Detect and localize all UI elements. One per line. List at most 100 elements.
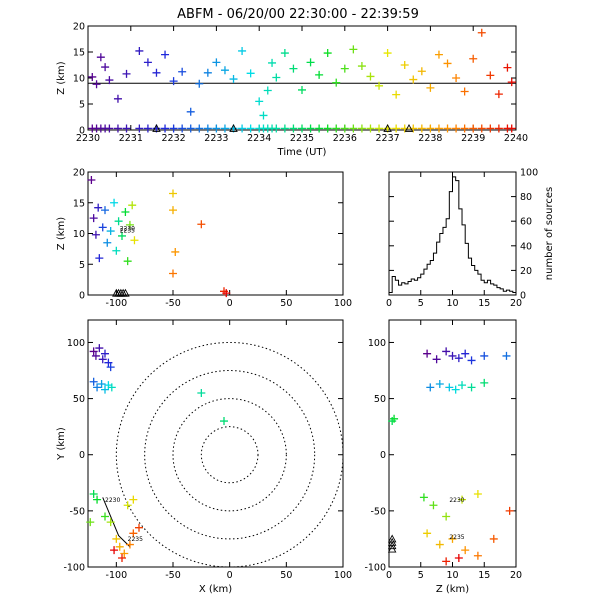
time-ground-point	[366, 124, 375, 133]
time-ground-point	[122, 124, 131, 133]
time-source-point	[477, 28, 486, 37]
xz-x-tick-label: -100	[106, 298, 128, 309]
zy-x-tick-label: 20	[510, 570, 522, 581]
time-source-point	[298, 85, 306, 94]
time-ground-point	[375, 124, 384, 133]
plan-source-point	[129, 529, 138, 538]
time-source-point	[375, 81, 384, 90]
time-ground-point	[212, 124, 221, 133]
time-ground-point	[178, 124, 187, 133]
time-source-point	[96, 53, 105, 62]
zy-station-marker	[387, 541, 397, 550]
time-source-point	[246, 69, 255, 78]
time-x-tick-label: 2238	[418, 133, 442, 144]
time-x-tick-label: 2237	[376, 133, 400, 144]
time-ground-point	[392, 124, 401, 133]
time-source-point	[366, 72, 375, 81]
time-source-point	[169, 77, 178, 86]
xz-source-point	[94, 203, 103, 212]
hist-x-tick-label: 0	[386, 298, 392, 309]
time-source-point	[280, 49, 289, 58]
plan-source-point	[112, 534, 121, 543]
plan-time-label: 2235	[128, 536, 143, 543]
hist-x-tick-label: 10	[446, 298, 458, 309]
zy-source-point	[442, 347, 451, 356]
xz-source-point	[112, 246, 121, 255]
plan-source-point	[101, 349, 109, 358]
time-source-point	[349, 45, 358, 54]
plan-source-point	[106, 518, 115, 527]
time-ground-point	[169, 124, 178, 133]
time-height-panel: 2230 2231 2232 2233 2234 2235 2236 2237 2238 2239…	[56, 22, 528, 159]
xz-source-point	[114, 217, 123, 226]
zy-source-point	[461, 349, 470, 358]
time-ground-point	[332, 124, 341, 133]
zy-source-point	[429, 501, 438, 510]
time-y-tick-label: 5	[79, 100, 85, 111]
plan-y-tick-label: 0	[79, 450, 85, 461]
plan-source-point	[110, 546, 119, 555]
time-x-tick-label: 2232	[162, 133, 186, 144]
time-ground-point	[298, 124, 306, 133]
hist-y-axis-label: number of sources	[544, 187, 555, 280]
zy-x-tick-label: 10	[446, 570, 458, 581]
plan-range-ring	[144, 370, 316, 540]
xz-source-point	[110, 198, 119, 207]
xz-source-point	[169, 269, 177, 278]
plan-x-tick-label: 50	[280, 570, 292, 581]
zy-source-point	[442, 557, 451, 566]
plan-source-point	[91, 351, 100, 360]
plan-y-tick-label: -50	[69, 506, 85, 517]
hist-y-tick-label: 40	[520, 241, 532, 252]
xz-x-tick-label: 0	[227, 298, 233, 309]
plan-source-point	[95, 344, 104, 353]
time-source-point	[101, 63, 110, 72]
time-ground-point	[486, 124, 495, 133]
xz-source-point	[169, 206, 177, 215]
time-y-tick-label: 20	[73, 22, 85, 33]
plan-range-ring	[200, 426, 259, 484]
time-y-tick-label: 0	[79, 126, 85, 137]
plan-y-tick-label: 100	[67, 338, 85, 349]
plan-source-point	[123, 501, 132, 510]
hist-x-tick-label: 5	[418, 298, 424, 309]
plan-source-point	[86, 518, 95, 527]
xz-source-point	[118, 231, 126, 240]
time-source-point	[289, 64, 298, 73]
xz-time-label: 2230	[120, 225, 135, 232]
time-source-point	[263, 86, 272, 95]
xz-source-point	[106, 227, 115, 236]
zy-source-point	[502, 351, 511, 360]
xz-x-tick-label: 100	[334, 298, 352, 309]
zy-source-point	[448, 534, 457, 543]
time-station-marker	[152, 123, 161, 132]
time-ground-point	[443, 124, 452, 133]
xz-source-point	[87, 175, 96, 184]
time-source-point	[315, 70, 324, 79]
time-source-point	[383, 49, 392, 58]
time-source-point	[195, 79, 204, 88]
figure-title: ABFM - 06/20/00 22:30:00 - 22:39:59	[177, 7, 419, 22]
plan-range-ring	[172, 398, 287, 512]
time-source-point	[92, 80, 101, 89]
time-source-point	[434, 50, 443, 59]
time-x-tick-label: 2240	[504, 133, 528, 144]
time-y-axis-label: Z (km)	[56, 61, 67, 94]
xz-y-tick-label: 20	[73, 168, 85, 179]
zy-x-tick-label: 5	[418, 570, 424, 581]
zy-y-tick-label: 50	[374, 394, 386, 405]
plan-source-point	[120, 549, 129, 558]
time-x-tick-label: 2231	[119, 133, 143, 144]
zy-x-tick-label: 0	[386, 570, 392, 581]
plan-source-point	[93, 383, 102, 392]
time-source-point	[135, 46, 144, 55]
time-ground-point	[507, 124, 516, 133]
zy-source-point	[454, 354, 463, 363]
plan-source-point	[89, 490, 98, 499]
zy-source-point	[505, 506, 514, 515]
xz-x-tick-label: -50	[165, 298, 181, 309]
time-x-tick-label: 2236	[333, 133, 357, 144]
time-source-point	[443, 59, 452, 68]
time-source-point	[255, 97, 264, 106]
